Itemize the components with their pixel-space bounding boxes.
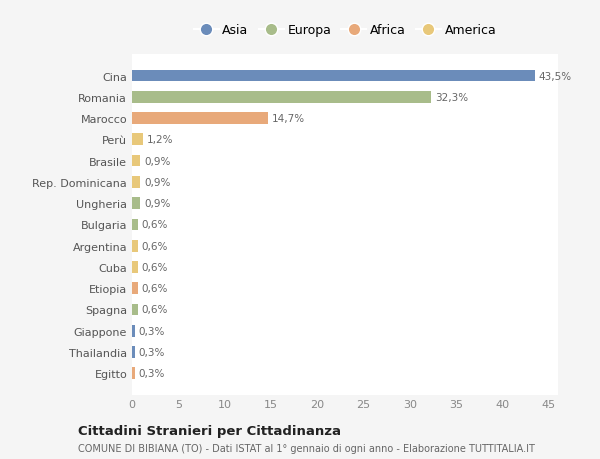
Text: 0,6%: 0,6%: [141, 241, 167, 251]
Text: Cittadini Stranieri per Cittadinanza: Cittadini Stranieri per Cittadinanza: [78, 424, 341, 437]
Legend: Asia, Europa, Africa, America: Asia, Europa, Africa, America: [190, 21, 500, 41]
Bar: [132, 241, 137, 252]
Text: 32,3%: 32,3%: [435, 93, 468, 102]
Text: 0,6%: 0,6%: [141, 284, 167, 294]
Text: COMUNE DI BIBIANA (TO) - Dati ISTAT al 1° gennaio di ogni anno - Elaborazione TU: COMUNE DI BIBIANA (TO) - Dati ISTAT al 1…: [78, 443, 535, 453]
Bar: [132, 92, 431, 103]
Bar: [132, 325, 135, 337]
Bar: [132, 198, 140, 209]
Bar: [132, 71, 535, 82]
Bar: [132, 134, 143, 146]
Bar: [132, 304, 137, 316]
Text: 0,3%: 0,3%: [139, 326, 165, 336]
Text: 0,6%: 0,6%: [141, 305, 167, 315]
Bar: [132, 347, 135, 358]
Bar: [132, 368, 135, 379]
Text: 0,3%: 0,3%: [139, 369, 165, 379]
Bar: [132, 177, 140, 188]
Text: 0,9%: 0,9%: [144, 156, 170, 166]
Text: 0,6%: 0,6%: [141, 220, 167, 230]
Bar: [132, 113, 268, 125]
Bar: [132, 283, 137, 294]
Text: 43,5%: 43,5%: [539, 71, 572, 81]
Bar: [132, 156, 140, 167]
Text: 0,3%: 0,3%: [139, 347, 165, 357]
Bar: [132, 219, 137, 231]
Text: 0,6%: 0,6%: [141, 263, 167, 272]
Text: 0,9%: 0,9%: [144, 178, 170, 187]
Text: 14,7%: 14,7%: [272, 114, 305, 124]
Bar: [132, 262, 137, 273]
Text: 0,9%: 0,9%: [144, 199, 170, 209]
Text: 1,2%: 1,2%: [147, 135, 173, 145]
